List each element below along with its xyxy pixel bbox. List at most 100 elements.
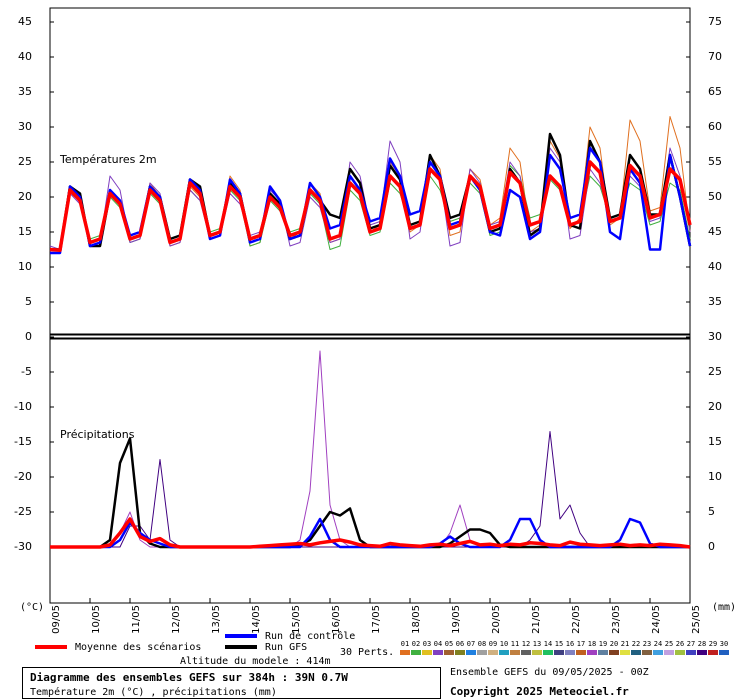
perturbation-label: 02 <box>412 640 420 648</box>
y2-tick-label: 30 <box>708 330 722 343</box>
y-tick-label: 5 <box>25 295 32 308</box>
y-tick-label: 10 <box>18 260 32 273</box>
copyright: Copyright 2025 Meteociel.fr <box>450 685 629 698</box>
y-tick-label: 25 <box>18 155 32 168</box>
perturbation-swatch <box>433 650 443 655</box>
perturbation-swatch <box>422 650 432 655</box>
temperature-label: Températures 2m <box>59 153 157 166</box>
x-tick-label: 19/05 <box>451 605 462 634</box>
perturbation-label: 03 <box>423 640 431 648</box>
perturbation-label: 08 <box>478 640 486 648</box>
y2-tick-label: 65 <box>708 85 722 98</box>
y2-tick-label: 70 <box>708 50 722 63</box>
y-tick-label: -5 <box>21 365 32 378</box>
y2-tick-label: 60 <box>708 120 722 133</box>
perturbation-label: 15 <box>555 640 563 648</box>
perturbation-swatch <box>400 650 410 655</box>
y2-tick-label: 10 <box>708 470 722 483</box>
x-tick-label: 22/05 <box>571 605 582 634</box>
y-axis-label: (°C) <box>20 602 44 613</box>
perturbation-label: 13 <box>533 640 541 648</box>
perturbation-label: 29 <box>709 640 717 648</box>
perturbation-label: 30 <box>720 640 728 648</box>
perturbation-label: 24 <box>654 640 662 648</box>
perturbation-label: 20 <box>610 640 618 648</box>
chart-title: Diagramme des ensembles GEFS sur 384h : … <box>30 671 348 684</box>
perturbation-swatch <box>488 650 498 655</box>
y2-tick-label: 50 <box>708 190 722 203</box>
y2-tick-label: 25 <box>708 365 722 378</box>
perturbation-label: 06 <box>456 640 464 648</box>
y-tick-label: 20 <box>18 190 32 203</box>
perturbation-swatch <box>620 650 630 655</box>
y-tick-label: 40 <box>18 50 32 63</box>
x-tick-label: 15/05 <box>291 605 302 634</box>
perturbation-swatch <box>631 650 641 655</box>
series-line <box>50 517 691 549</box>
perturbation-swatch <box>411 650 421 655</box>
y-tick-label: 15 <box>18 225 32 238</box>
series-line <box>49 160 692 252</box>
perturbation-swatch <box>466 650 476 655</box>
perturbation-swatch <box>675 650 685 655</box>
perturbation-swatch <box>455 650 465 655</box>
perturbation-swatch <box>576 650 586 655</box>
perturbation-label: 04 <box>434 640 442 648</box>
x-tick-label: 14/05 <box>251 605 262 634</box>
y-tick-label: 30 <box>18 120 32 133</box>
y-tick-label: -20 <box>14 470 32 483</box>
perturbation-label: 26 <box>676 640 684 648</box>
y-tick-label: -30 <box>14 540 32 553</box>
x-tick-label: 24/05 <box>651 605 662 634</box>
perturbation-label: 21 <box>621 640 629 648</box>
x-tick-label: 13/05 <box>211 605 222 634</box>
legend-label: Run de contrôle <box>265 630 355 642</box>
perturbation-swatch <box>510 650 520 655</box>
perturbation-swatch <box>499 650 509 655</box>
chart-subtitle: Température 2m (°C) , précipitations (mm… <box>30 686 277 698</box>
y2-tick-label: 40 <box>708 260 722 273</box>
y2-tick-label: 45 <box>708 225 722 238</box>
y2-tick-label: 20 <box>708 400 722 413</box>
perturbation-swatch <box>686 650 696 655</box>
perturbations-label: 30 Perts. <box>340 647 394 658</box>
perturbation-label: 09 <box>489 640 497 648</box>
perturbation-label: 11 <box>511 640 519 648</box>
x-tick-label: 10/05 <box>91 605 102 634</box>
x-tick-label: 18/05 <box>411 605 422 634</box>
perturbation-swatch <box>708 650 718 655</box>
perturbation-label: 07 <box>467 640 475 648</box>
perturbation-label: 27 <box>687 640 695 648</box>
y-tick-label: -10 <box>14 400 32 413</box>
y2-tick-label: 5 <box>708 505 715 518</box>
perturbation-label: 12 <box>522 640 530 648</box>
y-tick-label: -25 <box>14 505 32 518</box>
y-tick-label: -15 <box>14 435 32 448</box>
perturbation-swatch <box>697 650 707 655</box>
y-tick-label: 0 <box>25 330 32 343</box>
precip-label: Précipitations <box>60 428 135 441</box>
perturbation-swatch <box>543 650 553 655</box>
legend-label: Moyenne des scénarios <box>75 641 201 653</box>
perturbation-label: 28 <box>698 640 706 648</box>
perturbation-swatch <box>565 650 575 655</box>
x-tick-label: 20/05 <box>491 605 502 634</box>
legend-label: Run GFS <box>265 642 307 653</box>
perturbation-label: 19 <box>599 640 607 648</box>
perturbation-label: 01 <box>401 640 409 648</box>
y-tick-label: 45 <box>18 15 32 28</box>
x-tick-label: 09/05 <box>51 605 62 634</box>
y2-tick-label: 0 <box>708 540 715 553</box>
perturbation-swatch <box>664 650 674 655</box>
perturbation-swatch <box>598 650 608 655</box>
perturbation-label: 17 <box>577 640 585 648</box>
y2-tick-label: 15 <box>708 435 722 448</box>
title-box <box>22 667 441 699</box>
y2-axis-label: (mm) <box>712 602 736 613</box>
x-tick-label: 11/05 <box>131 605 142 634</box>
perturbation-label: 25 <box>665 640 673 648</box>
perturbation-swatch <box>521 650 531 655</box>
run-info: Ensemble GEFS du 09/05/2025 - 00Z <box>450 667 649 678</box>
